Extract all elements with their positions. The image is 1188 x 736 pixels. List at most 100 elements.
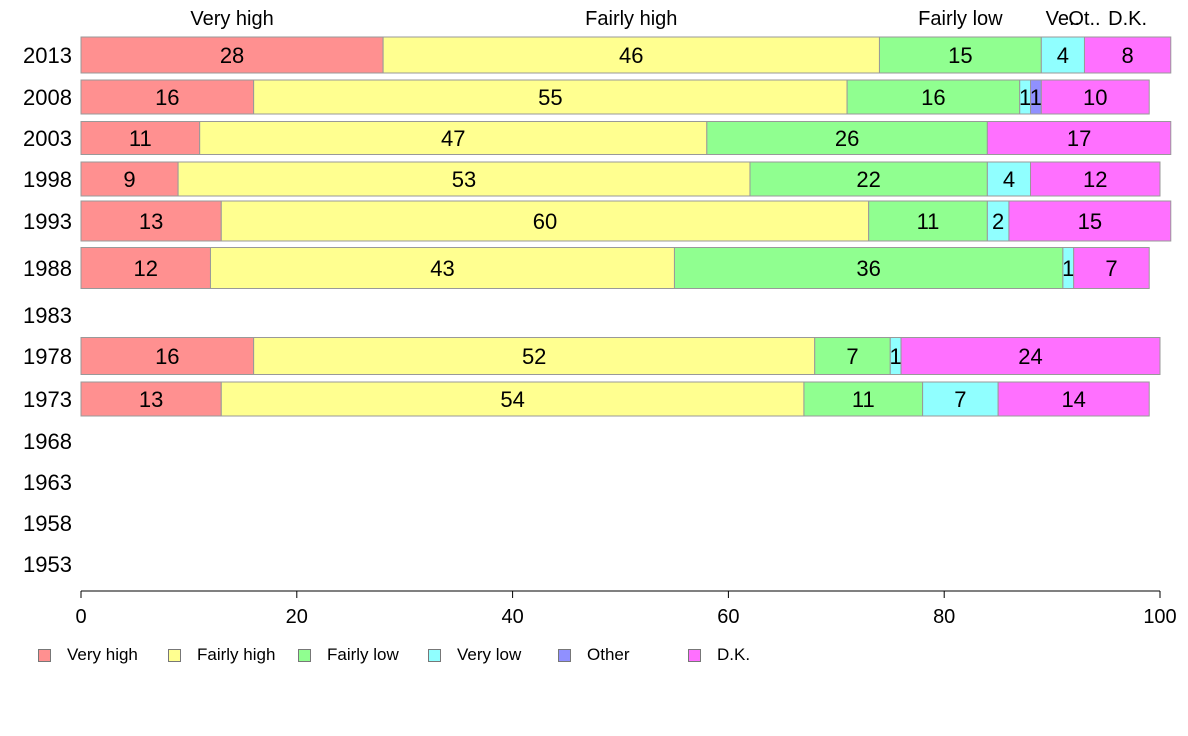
data-label-1988-very-high: 12 bbox=[133, 256, 157, 281]
bar-1988-d-k bbox=[1073, 247, 1150, 289]
year-label-1968: 1968 bbox=[23, 429, 72, 454]
bar-1993-fairly-high bbox=[220, 200, 870, 242]
legend-item-fairly-high: Fairly high bbox=[168, 644, 275, 666]
data-label-1988-d-k: 7 bbox=[1105, 256, 1117, 281]
data-label-2003-fairly-high: 47 bbox=[441, 126, 465, 151]
bar-1993-d-k bbox=[1008, 200, 1172, 242]
bar-1993-very-high bbox=[80, 200, 222, 242]
legend-item-very-low: Very low bbox=[428, 644, 521, 666]
data-label-1988-fairly-high: 43 bbox=[430, 256, 454, 281]
legend-label-d-k: D.K. bbox=[717, 645, 751, 664]
data-label-1973-fairly-high: 54 bbox=[500, 387, 524, 412]
legend-swatch-very-high bbox=[38, 648, 51, 662]
bar-1988-fairly-low bbox=[673, 247, 1064, 289]
legend-item-fairly-low: Fairly low bbox=[298, 644, 399, 666]
bar-2008-fairly-low bbox=[846, 79, 1021, 115]
data-label-2013-d-k: 8 bbox=[1122, 43, 1134, 68]
data-label-1998-d-k: 12 bbox=[1083, 167, 1107, 192]
bar-1973-fairly-low bbox=[803, 381, 924, 417]
data-label-1998-very-high: 9 bbox=[123, 167, 135, 192]
data-label-2013-fairly-high: 46 bbox=[619, 43, 643, 68]
data-label-1973-fairly-low: 11 bbox=[852, 387, 875, 412]
data-label-1978-d-k: 24 bbox=[1018, 344, 1042, 369]
data-label-1998-fairly-low: 22 bbox=[856, 167, 880, 192]
legend-swatch-very-low bbox=[428, 648, 441, 662]
year-label-1988: 1988 bbox=[23, 256, 72, 281]
bar-1973-very-high bbox=[80, 381, 222, 417]
data-label-1978-fairly-low: 7 bbox=[846, 344, 858, 369]
x-tick-label-80: 80 bbox=[933, 606, 955, 628]
year-label-2008: 2008 bbox=[23, 85, 72, 110]
bar-1988-fairly-high bbox=[209, 247, 675, 289]
x-tick-label-40: 40 bbox=[501, 606, 523, 628]
data-label-1988-fairly-low: 36 bbox=[856, 256, 880, 281]
bar-1998-very-low bbox=[986, 161, 1032, 197]
legend-label-other: Other bbox=[587, 645, 630, 664]
legend-label-very-high: Very high bbox=[67, 645, 138, 664]
data-label-1973-very-low: 7 bbox=[954, 387, 966, 412]
legend-swatch-fairly-low bbox=[298, 648, 311, 662]
stacked-bar-chart: Very high Fairly high Fairly low Ve..Ot.. D.… bbox=[23, 8, 1177, 628]
bar-2003-fairly-high bbox=[199, 121, 708, 155]
data-label-2008-fairly-high: 55 bbox=[538, 85, 562, 110]
bar-2013-d-k bbox=[1083, 36, 1172, 74]
bar-1973-fairly-high bbox=[220, 381, 805, 417]
year-label-2013: 2013 bbox=[23, 43, 72, 68]
bar-1988-very-high bbox=[80, 247, 211, 289]
x-tick-label-100: 100 bbox=[1143, 606, 1176, 628]
year-label-1953: 1953 bbox=[23, 552, 72, 577]
top-label-other: Ot.. bbox=[1068, 8, 1100, 30]
bar-1998-very-high bbox=[80, 161, 179, 197]
year-label-1963: 1963 bbox=[23, 470, 72, 495]
year-label-1978: 1978 bbox=[23, 344, 72, 369]
top-label-fairly-low: Fairly low bbox=[918, 8, 1003, 30]
bar-1978-very-high bbox=[80, 337, 255, 375]
legend-item-d-k: D.K. bbox=[688, 644, 750, 666]
legend-label-fairly-low: Fairly low bbox=[327, 645, 399, 664]
bar-2013-fairly-high bbox=[382, 36, 880, 74]
year-label-2003: 2003 bbox=[23, 126, 72, 151]
bar-2003-d-k bbox=[986, 121, 1172, 155]
legend-label-fairly-high: Fairly high bbox=[197, 645, 276, 664]
bar-2008-d-k bbox=[1040, 79, 1150, 115]
bar-2003-fairly-low bbox=[706, 121, 988, 155]
bar-2003-very-high bbox=[80, 121, 201, 155]
data-label-2008-fairly-low: 16 bbox=[921, 85, 945, 110]
x-tick-label-60: 60 bbox=[717, 606, 739, 628]
year-label-1998: 1998 bbox=[23, 167, 72, 192]
data-label-2003-fairly-low: 26 bbox=[835, 126, 859, 151]
year-label-1983: 1983 bbox=[23, 303, 72, 328]
data-label-2008-other: 1 bbox=[1030, 85, 1042, 110]
bar-1993-fairly-low bbox=[868, 200, 988, 242]
data-label-1993-d-k: 15 bbox=[1078, 209, 1102, 234]
data-label-1978-fairly-high: 52 bbox=[522, 344, 546, 369]
x-tick-label-20: 20 bbox=[286, 606, 308, 628]
bar-1978-fairly-high bbox=[253, 337, 816, 375]
top-label-d-k: D.K. bbox=[1108, 8, 1147, 30]
data-label-1993-very-low: 2 bbox=[992, 209, 1004, 234]
top-label-fairly-high: Fairly high bbox=[585, 8, 677, 30]
bar-1998-fairly-low bbox=[749, 161, 988, 197]
data-label-1998-very-low: 4 bbox=[1003, 167, 1015, 192]
data-label-2008-very-low: 1 bbox=[1019, 85, 1031, 110]
bar-1973-d-k bbox=[997, 381, 1150, 417]
data-label-1993-fairly-high: 60 bbox=[533, 209, 557, 234]
bar-1978-fairly-low bbox=[814, 337, 891, 375]
bar-1978-d-k bbox=[900, 337, 1161, 375]
data-label-1973-very-high: 13 bbox=[139, 387, 163, 412]
legend-item-very-high: Very high bbox=[38, 644, 138, 666]
legend: Very high Fairly high Fairly low Very low Ot… bbox=[38, 644, 798, 668]
data-label-1998-fairly-high: 53 bbox=[452, 167, 476, 192]
bar-2008-very-high bbox=[80, 79, 255, 115]
bar-1998-d-k bbox=[1030, 161, 1161, 197]
data-label-2008-very-high: 16 bbox=[155, 85, 179, 110]
data-label-1978-very-low: 1 bbox=[890, 344, 902, 369]
data-label-1978-very-high: 16 bbox=[155, 344, 179, 369]
data-label-2013-fairly-low: 15 bbox=[948, 43, 972, 68]
data-label-2003-very-high: 11 bbox=[129, 126, 152, 151]
legend-swatch-d-k bbox=[688, 648, 701, 662]
data-label-2013-very-high: 28 bbox=[220, 43, 244, 68]
year-label-1993: 1993 bbox=[23, 209, 72, 234]
data-label-2003-d-k: 17 bbox=[1067, 126, 1091, 151]
legend-swatch-fairly-high bbox=[168, 648, 181, 662]
